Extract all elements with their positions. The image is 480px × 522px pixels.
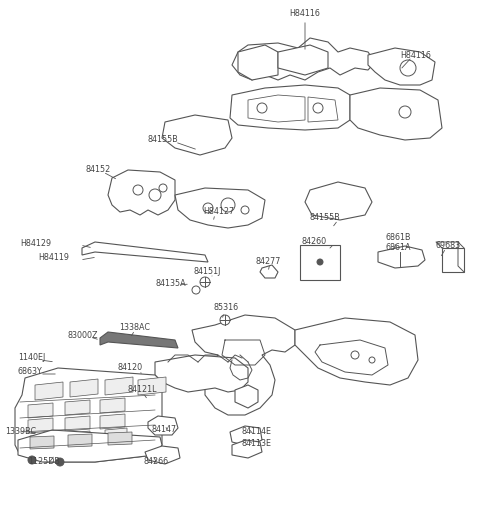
Text: 84155B: 84155B [148,136,179,145]
Polygon shape [175,188,265,228]
Text: 84147: 84147 [152,425,177,434]
Polygon shape [350,88,442,140]
Polygon shape [15,368,162,462]
Polygon shape [108,432,132,445]
Polygon shape [378,246,425,268]
Circle shape [192,286,200,294]
Polygon shape [28,403,53,418]
Circle shape [149,189,161,201]
Polygon shape [30,436,54,449]
Polygon shape [108,170,175,215]
Text: 84277: 84277 [255,256,280,266]
Polygon shape [368,48,435,85]
Circle shape [203,203,213,213]
Text: 84260: 84260 [302,238,327,246]
Text: H84116: H84116 [400,51,431,60]
Text: 84266: 84266 [143,457,168,467]
Text: 83000Z: 83000Z [68,330,98,339]
Text: H84116: H84116 [289,9,321,18]
Text: 84155B: 84155B [310,213,341,222]
Text: 85316: 85316 [213,303,238,313]
Text: 6863Y: 6863Y [18,367,43,376]
Polygon shape [230,426,262,446]
Polygon shape [238,45,278,80]
Text: 1339BC: 1339BC [5,428,36,436]
Polygon shape [295,318,418,385]
Polygon shape [82,242,208,262]
Text: 84120: 84120 [118,363,143,373]
Polygon shape [100,414,125,429]
Polygon shape [18,430,162,462]
Text: 1338AC: 1338AC [119,324,150,333]
Polygon shape [138,377,166,395]
Polygon shape [105,428,127,442]
Polygon shape [192,315,295,415]
Circle shape [200,277,210,287]
Circle shape [221,198,235,212]
Text: 84151J: 84151J [194,267,221,277]
Polygon shape [100,332,178,348]
Text: 84121L: 84121L [128,386,157,395]
Polygon shape [260,265,278,278]
Polygon shape [35,382,63,400]
Circle shape [56,458,64,466]
Polygon shape [30,434,52,448]
Polygon shape [235,385,258,408]
Polygon shape [100,398,125,413]
Circle shape [400,60,416,76]
Text: H84127: H84127 [203,208,234,217]
Text: 1140EJ: 1140EJ [18,353,45,362]
Circle shape [317,259,323,265]
Circle shape [257,103,267,113]
Circle shape [159,184,167,192]
Polygon shape [155,355,248,392]
Polygon shape [300,245,340,280]
Circle shape [399,106,411,118]
Text: 6861A: 6861A [386,243,411,253]
Polygon shape [442,248,464,272]
Polygon shape [145,446,180,464]
Polygon shape [278,45,328,75]
Circle shape [28,456,36,464]
Polygon shape [148,416,178,435]
Polygon shape [70,379,98,397]
Polygon shape [230,85,350,130]
Text: 84135A: 84135A [156,279,187,288]
Circle shape [313,103,323,113]
Circle shape [351,351,359,359]
Polygon shape [305,182,372,220]
Polygon shape [308,97,338,122]
Text: 6861B: 6861B [386,233,411,243]
Text: H84129: H84129 [20,239,51,247]
Circle shape [220,315,230,325]
Circle shape [369,357,375,363]
Polygon shape [248,95,305,122]
Polygon shape [28,418,53,433]
Text: 69683: 69683 [435,242,460,251]
Polygon shape [68,434,92,447]
Text: 84114E: 84114E [242,428,272,436]
Polygon shape [65,400,90,415]
Text: 1125DB: 1125DB [28,457,60,467]
Text: 84113E: 84113E [242,438,272,447]
Circle shape [133,185,143,195]
Polygon shape [68,431,90,445]
Polygon shape [65,416,90,431]
Text: H84119: H84119 [38,254,69,263]
Polygon shape [232,38,375,80]
Polygon shape [105,377,133,395]
Circle shape [241,206,249,214]
Polygon shape [162,115,232,155]
Polygon shape [232,440,262,458]
Text: 84152: 84152 [85,165,110,174]
